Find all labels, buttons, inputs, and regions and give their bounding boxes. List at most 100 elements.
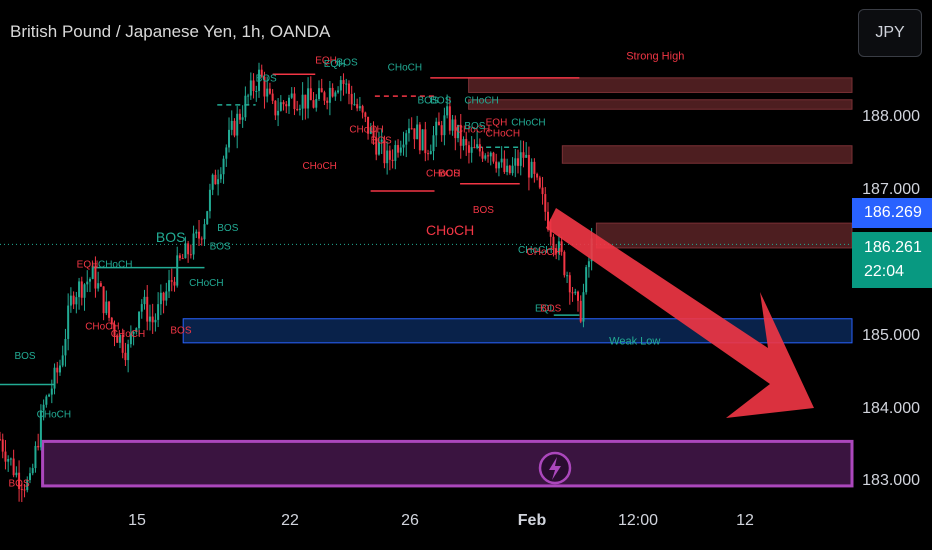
candle-body bbox=[189, 254, 192, 256]
candle-body bbox=[451, 119, 454, 131]
candle-body bbox=[356, 104, 359, 109]
candle-body bbox=[94, 265, 97, 289]
candle-body bbox=[364, 112, 367, 117]
currency-button[interactable]: JPY bbox=[858, 9, 922, 57]
candle-body bbox=[53, 367, 56, 389]
candle-body bbox=[326, 100, 329, 103]
candle-body bbox=[407, 128, 410, 134]
candle-body bbox=[533, 161, 536, 174]
candle-body bbox=[304, 94, 307, 109]
structure-annotation: CHoCH bbox=[426, 222, 474, 238]
structure-annotation: CHoCH bbox=[426, 168, 460, 179]
candle-body bbox=[88, 278, 91, 282]
candle-body bbox=[260, 69, 263, 77]
candle-body bbox=[78, 281, 81, 298]
candle-body bbox=[574, 291, 577, 294]
candle-body bbox=[61, 355, 64, 366]
candle-body bbox=[432, 135, 435, 152]
candle-body bbox=[342, 80, 345, 84]
candle-body bbox=[437, 121, 440, 126]
candle-body bbox=[467, 145, 470, 153]
candle-body bbox=[268, 88, 271, 94]
candle-body bbox=[440, 125, 443, 136]
candle-body bbox=[421, 129, 424, 151]
candle-body bbox=[582, 292, 585, 322]
candle-body bbox=[143, 296, 146, 305]
time-axis-label: Feb bbox=[517, 512, 547, 529]
candle-body bbox=[418, 124, 421, 151]
structure-annotation: CHoCH bbox=[388, 63, 422, 74]
candle-body bbox=[184, 243, 187, 259]
candle-body bbox=[446, 106, 449, 116]
candle-body bbox=[168, 280, 171, 292]
candle-body bbox=[527, 154, 530, 178]
candle-body bbox=[99, 283, 102, 287]
candle-body bbox=[211, 174, 214, 190]
candle-body bbox=[339, 80, 342, 91]
candle-body bbox=[97, 283, 100, 289]
structure-annotation: EQL bbox=[535, 303, 555, 314]
bearish-arrow bbox=[546, 208, 814, 418]
candle-body bbox=[28, 473, 31, 481]
candle-body bbox=[320, 88, 323, 93]
candle-body bbox=[154, 319, 157, 323]
candle-body bbox=[443, 115, 446, 136]
candle-body bbox=[511, 165, 514, 174]
structure-annotation: CHoCH bbox=[98, 260, 132, 271]
candle-body bbox=[410, 128, 413, 130]
candle-body bbox=[555, 248, 558, 254]
supply-zone bbox=[468, 99, 853, 110]
candle-body bbox=[58, 365, 61, 373]
candle-body bbox=[233, 120, 236, 136]
structure-annotation: Weak Low bbox=[609, 335, 660, 347]
structure-annotation: CHoCH bbox=[511, 117, 545, 128]
candle-body bbox=[244, 95, 247, 118]
candle-body bbox=[238, 113, 241, 120]
candle-body bbox=[358, 106, 361, 109]
candle-body bbox=[568, 275, 571, 293]
candle-body bbox=[536, 173, 539, 178]
candle-body bbox=[138, 311, 141, 329]
candle-body bbox=[102, 286, 105, 314]
candle-body bbox=[195, 231, 198, 234]
candle-body bbox=[86, 281, 89, 285]
structure-annotation: CHoCH bbox=[518, 245, 552, 256]
candle-body bbox=[208, 189, 211, 212]
candle-body bbox=[258, 69, 261, 91]
candle-body bbox=[328, 87, 331, 103]
candle-body bbox=[236, 113, 239, 136]
lightning-icon[interactable] bbox=[538, 451, 572, 485]
candle-body bbox=[148, 316, 151, 322]
candle-body bbox=[424, 129, 427, 154]
candle-body bbox=[192, 233, 195, 255]
candle-body bbox=[448, 106, 451, 131]
candle-body bbox=[579, 300, 582, 322]
candle-body bbox=[228, 129, 231, 148]
structure-annotation: CHoCH bbox=[37, 409, 71, 420]
candle-body bbox=[571, 292, 574, 294]
candle-body bbox=[20, 488, 23, 490]
candle-body bbox=[301, 94, 304, 109]
time-axis-label: 15 bbox=[128, 512, 146, 529]
purple-zone bbox=[41, 439, 854, 488]
candle-body bbox=[287, 97, 290, 107]
candle-body bbox=[279, 102, 282, 111]
price-axis-label: 187.000 bbox=[862, 181, 920, 198]
last-price-badge: 186.269 bbox=[852, 198, 932, 228]
candle-body bbox=[249, 80, 252, 96]
candle-body bbox=[219, 174, 222, 180]
candle-body bbox=[391, 159, 394, 161]
structure-annotation: BOS bbox=[371, 136, 392, 147]
candle-body bbox=[203, 224, 206, 240]
candle-body bbox=[544, 194, 547, 212]
candle-body bbox=[317, 88, 320, 100]
candle-body bbox=[345, 83, 348, 85]
time-axis-label: 12:00 bbox=[617, 512, 659, 529]
candle-body bbox=[500, 158, 503, 163]
candle-body bbox=[247, 95, 250, 97]
candle-body bbox=[538, 177, 541, 188]
candle-body bbox=[293, 93, 296, 110]
candle-body bbox=[64, 338, 67, 356]
candle-body bbox=[290, 93, 293, 98]
